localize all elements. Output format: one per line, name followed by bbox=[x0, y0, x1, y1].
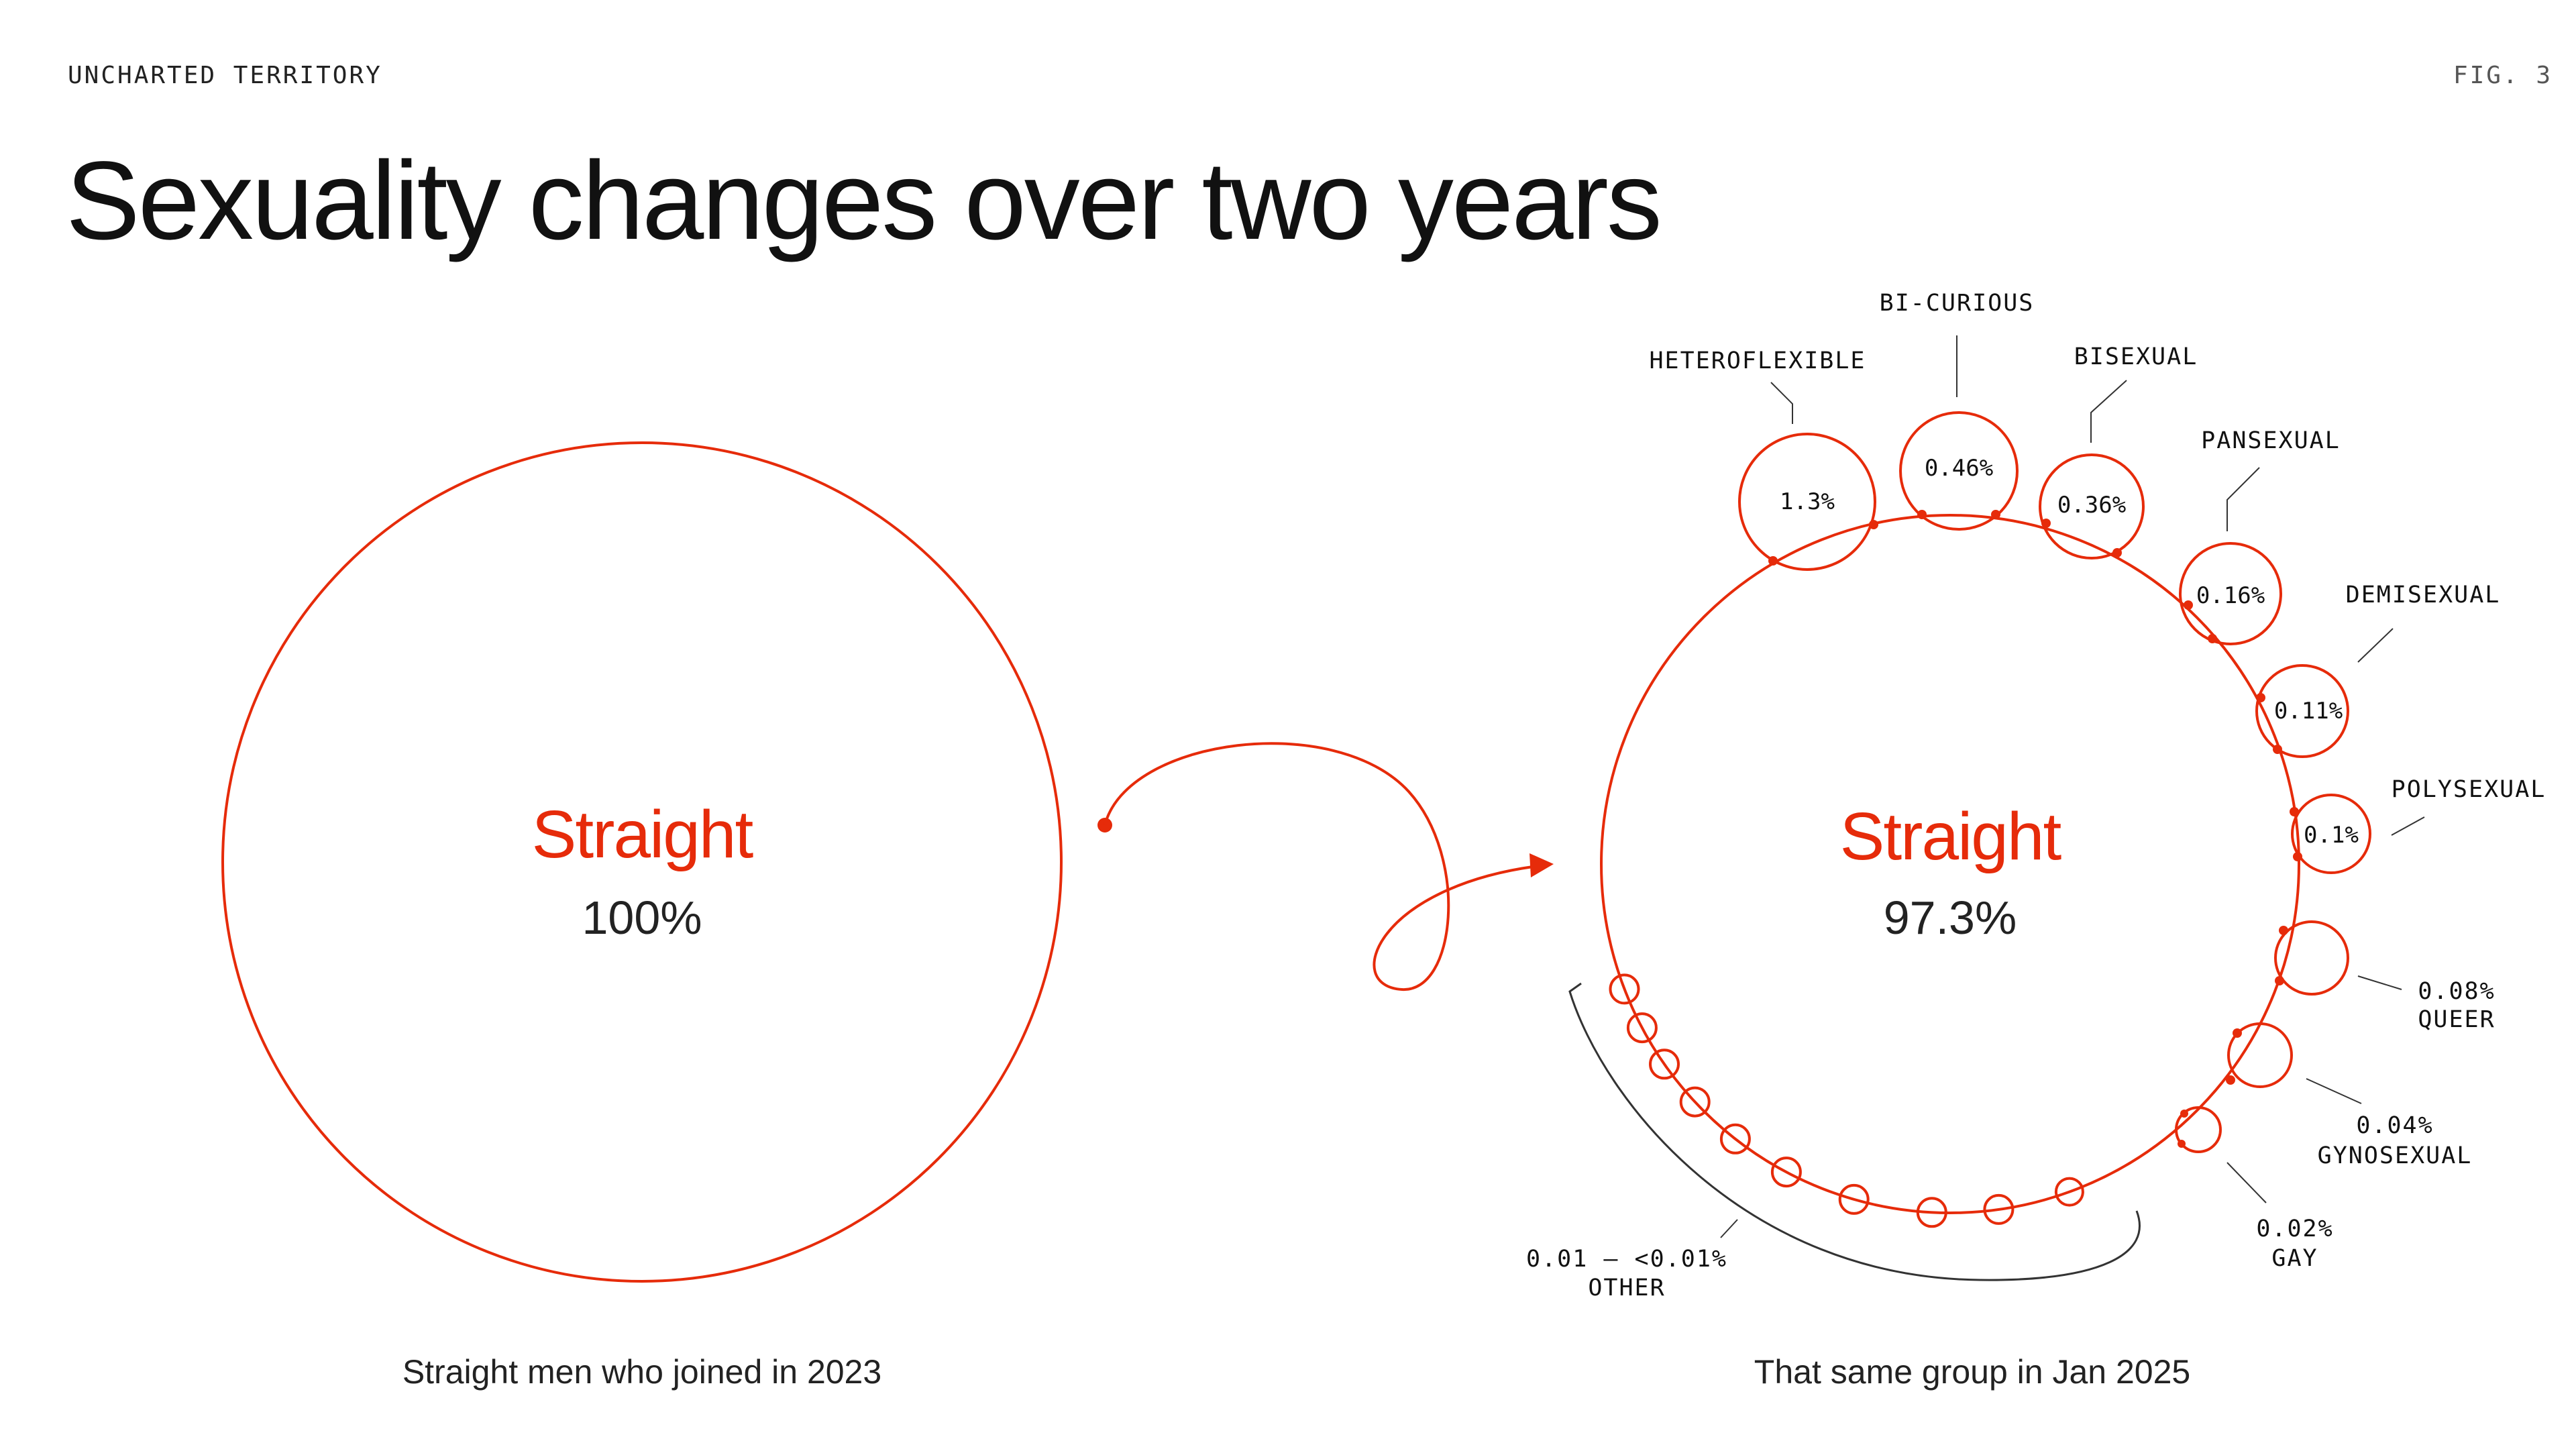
value-other: 0.01 – <0.01% bbox=[1526, 1246, 1727, 1273]
before-caption: Straight men who joined in 2023 bbox=[402, 1353, 882, 1391]
before-circle bbox=[221, 441, 1063, 1283]
value-bisexual: 0.36% bbox=[2057, 492, 2126, 519]
bubble-bisexual bbox=[2039, 453, 2145, 559]
arrow-path bbox=[1104, 742, 1544, 991]
joint-pansexual-2 bbox=[2208, 634, 2217, 643]
bubble-heteroflexible bbox=[1738, 433, 1876, 571]
name-other: OTHER bbox=[1588, 1275, 1665, 1301]
name-gay: GAY bbox=[2271, 1245, 2318, 1272]
page-title: Sexuality changes over two years bbox=[66, 139, 1662, 263]
bubble-pansexual bbox=[2179, 542, 2282, 645]
bubble-gay bbox=[2175, 1106, 2222, 1153]
value-gynosexual: 0.04% bbox=[2356, 1112, 2433, 1139]
before-value: 100% bbox=[582, 892, 702, 944]
leader-heteroflexible bbox=[1770, 382, 1793, 424]
joint-demisexual-2 bbox=[2273, 745, 2282, 754]
other-bubble bbox=[1649, 1049, 1680, 1080]
transition-arrow bbox=[1097, 742, 1554, 991]
value-demisexual: 0.11% bbox=[2274, 698, 2343, 724]
before-group: Straight 100% bbox=[221, 441, 1063, 1283]
category-queer: 0.08% QUEER bbox=[2274, 920, 2495, 1033]
leader-gynosexual bbox=[2306, 1078, 2362, 1104]
other-bubble bbox=[1838, 1183, 1870, 1215]
joint-queer-2 bbox=[2275, 976, 2284, 985]
leader-gay bbox=[2226, 1162, 2267, 1203]
category-gay: 0.02% GAY bbox=[2175, 1106, 2333, 1272]
after-label: Straight bbox=[1840, 799, 2062, 874]
before-label: Straight bbox=[532, 797, 754, 872]
joint-bisexual-1 bbox=[2041, 519, 2051, 528]
figure-number: FIG. 3 bbox=[2453, 62, 2553, 89]
joint-bi-curious-2 bbox=[1991, 510, 2000, 519]
bubble-bi-curious bbox=[1899, 411, 2019, 531]
other-bubble bbox=[1916, 1197, 1947, 1228]
name-polysexual: POLYSEXUAL bbox=[2392, 776, 2546, 803]
joint-gynosexual-2 bbox=[2226, 1075, 2235, 1085]
value-queer: 0.08% bbox=[2418, 978, 2495, 1005]
other-bubble bbox=[1609, 973, 1640, 1005]
leader-bisexual bbox=[2090, 380, 2127, 443]
joint-bisexual-2 bbox=[2112, 548, 2122, 557]
joint-queer-1 bbox=[2279, 926, 2288, 935]
joint-pansexual-1 bbox=[2184, 600, 2193, 610]
category-polysexual: 0.1% POLYSEXUAL bbox=[2290, 776, 2546, 874]
leader-demisexual bbox=[2357, 628, 2394, 663]
joint-polysexual-2 bbox=[2293, 852, 2302, 861]
joint-gynosexual-1 bbox=[2233, 1028, 2242, 1038]
other-bubble bbox=[1770, 1157, 1802, 1188]
category-demisexual: 0.11% DEMISEXUAL bbox=[2255, 582, 2501, 758]
joint-heteroflexible-1 bbox=[1768, 556, 1778, 566]
category-bi-curious: 0.46% BI-CURIOUS bbox=[1880, 290, 2035, 531]
name-demisexual: DEMISEXUAL bbox=[2346, 582, 2501, 608]
category-pansexual: 0.16% PANSEXUAL bbox=[2179, 427, 2341, 645]
joint-heteroflexible-2 bbox=[1869, 520, 1878, 529]
category-gynosexual: 0.04% GYNOSEXUAL bbox=[2226, 1022, 2473, 1169]
name-heteroflexible: HETEROFLEXIBLE bbox=[1649, 347, 1866, 374]
category-bisexual: 0.36% BISEXUAL bbox=[2039, 343, 2198, 559]
bubble-demisexual bbox=[2255, 664, 2349, 758]
bubble-queer bbox=[2274, 920, 2349, 996]
after-caption: That same group in Jan 2025 bbox=[1754, 1353, 2191, 1391]
joint-polysexual-1 bbox=[2290, 807, 2299, 816]
after-group: Straight 97.3% bbox=[1600, 514, 2300, 1214]
arrowhead bbox=[1529, 853, 1554, 877]
value-polysexual: 0.1% bbox=[2304, 822, 2359, 849]
leader-queer bbox=[2357, 975, 2402, 990]
joint-gay-1 bbox=[2180, 1110, 2188, 1118]
other-bracket-group: 0.01 – <0.01% OTHER bbox=[1526, 982, 2141, 1301]
bubble-polysexual bbox=[2291, 794, 2371, 874]
other-bubble bbox=[1626, 1012, 1658, 1044]
name-bisexual: BISEXUAL bbox=[2074, 343, 2198, 370]
after-value: 97.3% bbox=[1884, 892, 2017, 944]
category-heteroflexible: 1.3% HETEROFLEXIBLE bbox=[1649, 347, 1878, 571]
other-bubble bbox=[1679, 1086, 1711, 1118]
name-bi-curious: BI-CURIOUS bbox=[1880, 290, 2035, 317]
value-gay: 0.02% bbox=[2256, 1216, 2333, 1242]
name-queer: QUEER bbox=[2418, 1006, 2495, 1033]
value-pansexual: 0.16% bbox=[2196, 582, 2265, 609]
leader-polysexual bbox=[2391, 816, 2425, 836]
name-gynosexual: GYNOSEXUAL bbox=[2318, 1142, 2473, 1169]
section-label: UNCHARTED TERRITORY bbox=[68, 62, 382, 89]
bubble-gynosexual bbox=[2227, 1022, 2293, 1088]
other-bubbles bbox=[1609, 973, 2084, 1228]
name-pansexual: PANSEXUAL bbox=[2201, 427, 2341, 454]
value-heteroflexible: 1.3% bbox=[1780, 488, 1835, 515]
joint-gay-2 bbox=[2178, 1140, 2186, 1148]
joint-bi-curious-1 bbox=[1917, 510, 1927, 519]
leader-other bbox=[1720, 1219, 1738, 1238]
value-bi-curious: 0.46% bbox=[1925, 455, 1993, 482]
other-bubble bbox=[1983, 1193, 2015, 1225]
other-bubble bbox=[1719, 1123, 1751, 1155]
joint-demisexual-1 bbox=[2256, 693, 2265, 702]
after-circle bbox=[1600, 514, 2300, 1214]
other-bubble bbox=[2054, 1177, 2084, 1207]
leader-pansexual bbox=[2226, 467, 2260, 531]
other-bracket bbox=[1568, 982, 2141, 1281]
